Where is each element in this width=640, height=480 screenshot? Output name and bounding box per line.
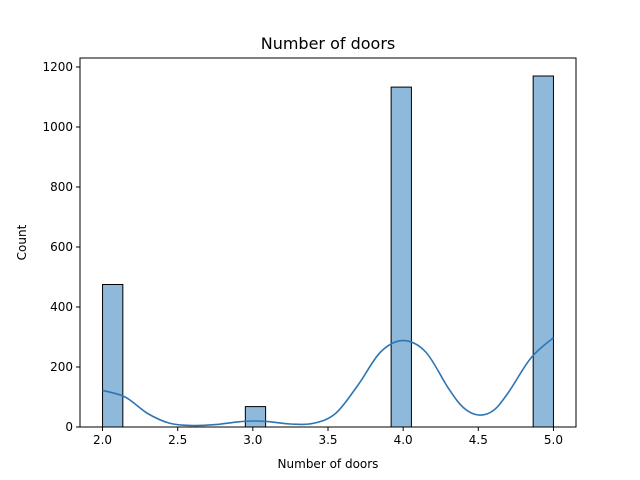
- x-tick-label: 4.0: [394, 433, 413, 447]
- kde-line: [102, 337, 554, 427]
- y-axis-ticks: 0 200 400 600 800 1000 1200: [42, 60, 80, 434]
- y-tick-label: 800: [50, 180, 73, 194]
- x-tick-label: 5.0: [544, 433, 563, 447]
- chart-title: Number of doors: [261, 34, 396, 53]
- x-tick-label: 4.5: [469, 433, 488, 447]
- y-axis-label: Count: [15, 224, 29, 260]
- y-tick-label: 400: [50, 300, 73, 314]
- x-axis-ticks: 2.0 2.5 3.0 3.5 4.0 4.5 5.0: [93, 427, 563, 447]
- x-tick-label: 2.5: [168, 433, 187, 447]
- plot-frame: [79, 57, 577, 428]
- histogram-bar: [244, 406, 267, 428]
- x-tick-label: 3.0: [243, 433, 262, 447]
- histogram-bar: [390, 86, 412, 428]
- x-tick-label: 2.0: [93, 433, 112, 447]
- x-tick-label: 3.5: [318, 433, 337, 447]
- x-axis-label: Number of doors: [278, 457, 379, 471]
- histogram-bar: [532, 75, 554, 428]
- y-tick-label: 1000: [42, 120, 73, 134]
- bars-group: [102, 75, 554, 428]
- y-tick-label: 200: [50, 360, 73, 374]
- y-tick-label: 0: [65, 420, 73, 434]
- y-tick-label: 600: [50, 240, 73, 254]
- histogram-bar: [102, 284, 124, 428]
- y-tick-label: 1200: [42, 60, 73, 74]
